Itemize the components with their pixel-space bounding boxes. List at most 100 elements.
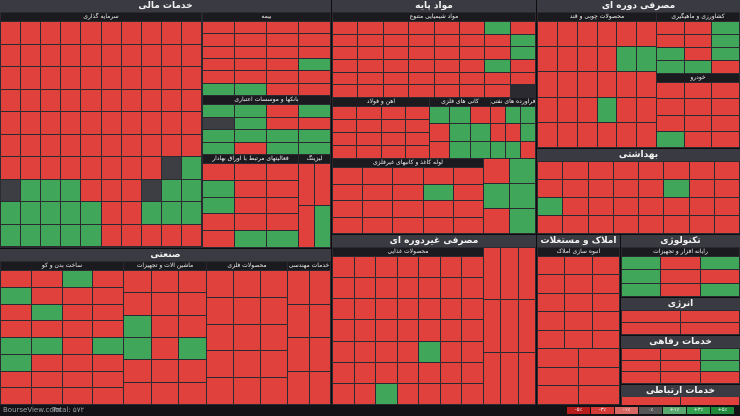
stock-tile[interactable] (510, 159, 535, 183)
stock-tile[interactable] (181, 224, 201, 246)
stock-tile[interactable] (684, 131, 712, 147)
stock-tile[interactable] (333, 133, 357, 145)
stock-tile[interactable] (41, 179, 61, 201)
stock-tile[interactable] (161, 89, 181, 111)
stock-tile[interactable] (1, 371, 31, 388)
stock-tile[interactable] (151, 315, 179, 337)
stock-tile[interactable] (577, 122, 597, 147)
stock-tile[interactable] (41, 67, 61, 89)
stock-tile[interactable] (315, 206, 330, 247)
stock-tile[interactable] (714, 162, 739, 179)
stock-tile[interactable] (565, 275, 592, 293)
stock-tile[interactable] (661, 372, 700, 383)
stock-tile[interactable] (31, 271, 62, 287)
stock-tile[interactable] (484, 248, 501, 300)
stock-tile[interactable] (93, 321, 123, 337)
stock-tile[interactable] (234, 378, 260, 404)
stock-tile[interactable] (588, 180, 613, 197)
stock-tile[interactable] (376, 362, 397, 383)
stock-tile[interactable] (597, 122, 617, 147)
stock-tile[interactable] (299, 46, 330, 58)
stock-tile[interactable] (637, 47, 656, 72)
stock-tile[interactable] (714, 198, 739, 215)
stock-tile[interactable] (450, 124, 470, 141)
stock-tile[interactable] (357, 107, 381, 119)
stock-tile[interactable] (450, 107, 470, 124)
stock-tile[interactable] (453, 217, 483, 233)
stock-tile[interactable] (712, 83, 739, 99)
stock-tile[interactable] (405, 133, 429, 145)
stock-tile[interactable] (354, 383, 376, 404)
stock-tile[interactable] (31, 304, 62, 321)
stock-tile[interactable] (434, 72, 459, 85)
stock-tile[interactable] (101, 157, 121, 179)
stock-tile[interactable] (440, 299, 462, 320)
stock-tile[interactable] (333, 60, 358, 72)
stock-tile[interactable] (315, 164, 330, 205)
stock-tile[interactable] (333, 22, 358, 34)
stock-tile[interactable] (1, 202, 21, 224)
stock-tile[interactable] (299, 22, 330, 34)
stock-tile[interactable] (565, 312, 592, 330)
stock-tile[interactable] (423, 168, 453, 184)
stock-tile[interactable] (121, 112, 141, 134)
stock-tile[interactable] (181, 44, 201, 66)
stock-tile[interactable] (179, 382, 206, 404)
stock-tile[interactable] (363, 184, 393, 200)
stock-tile[interactable] (538, 330, 565, 348)
stock-tile[interactable] (81, 44, 101, 66)
stock-tile[interactable] (207, 351, 233, 378)
stock-tile[interactable] (235, 180, 266, 197)
stock-tile[interactable] (430, 141, 450, 158)
stock-tile[interactable] (592, 330, 619, 348)
stock-tile[interactable] (141, 44, 161, 66)
stock-tile[interactable] (381, 146, 405, 158)
stock-tile[interactable] (161, 134, 181, 156)
stock-tile[interactable] (333, 383, 354, 404)
stock-tile[interactable] (101, 22, 121, 44)
stock-tile[interactable] (203, 34, 234, 46)
stock-tile[interactable] (333, 184, 363, 200)
stock-tile[interactable] (101, 134, 121, 156)
stock-tile[interactable] (538, 367, 578, 386)
stock-tile[interactable] (203, 164, 234, 180)
stock-tile[interactable] (485, 34, 510, 47)
stock-tile[interactable] (538, 162, 563, 179)
stock-tile[interactable] (538, 257, 565, 275)
stock-tile[interactable] (101, 112, 121, 134)
stock-tile[interactable] (124, 315, 151, 337)
stock-tile[interactable] (333, 34, 358, 47)
stock-tile[interactable] (565, 293, 592, 312)
stock-tile[interactable] (358, 34, 383, 47)
stock-tile[interactable] (333, 299, 354, 320)
stock-tile[interactable] (235, 22, 266, 34)
stock-tile[interactable] (181, 202, 201, 224)
stock-tile[interactable] (309, 338, 330, 371)
stock-tile[interactable] (267, 117, 298, 129)
stock-tile[interactable] (689, 162, 714, 179)
stock-tile[interactable] (506, 124, 520, 141)
stock-tile[interactable] (288, 371, 309, 404)
stock-tile[interactable] (491, 107, 505, 124)
stock-tile[interactable] (309, 371, 330, 404)
stock-tile[interactable] (267, 142, 298, 154)
stock-tile[interactable] (1, 112, 21, 134)
stock-tile[interactable] (141, 179, 161, 201)
stock-tile[interactable] (61, 179, 81, 201)
stock-tile[interactable] (393, 168, 423, 184)
stock-tile[interactable] (459, 34, 485, 47)
stock-tile[interactable] (161, 224, 181, 246)
stock-tile[interactable] (31, 388, 62, 404)
stock-tile[interactable] (333, 47, 358, 59)
stock-tile[interactable] (557, 47, 577, 72)
stock-tile[interactable] (333, 85, 358, 97)
stock-tile[interactable] (267, 34, 298, 46)
stock-tile[interactable] (563, 216, 588, 233)
stock-tile[interactable] (712, 48, 739, 60)
stock-tile[interactable] (423, 184, 453, 200)
stock-tile[interactable] (459, 60, 485, 72)
stock-tile[interactable] (21, 179, 41, 201)
stock-tile[interactable] (393, 184, 423, 200)
stock-tile[interactable] (491, 124, 505, 141)
stock-tile[interactable] (93, 271, 123, 287)
